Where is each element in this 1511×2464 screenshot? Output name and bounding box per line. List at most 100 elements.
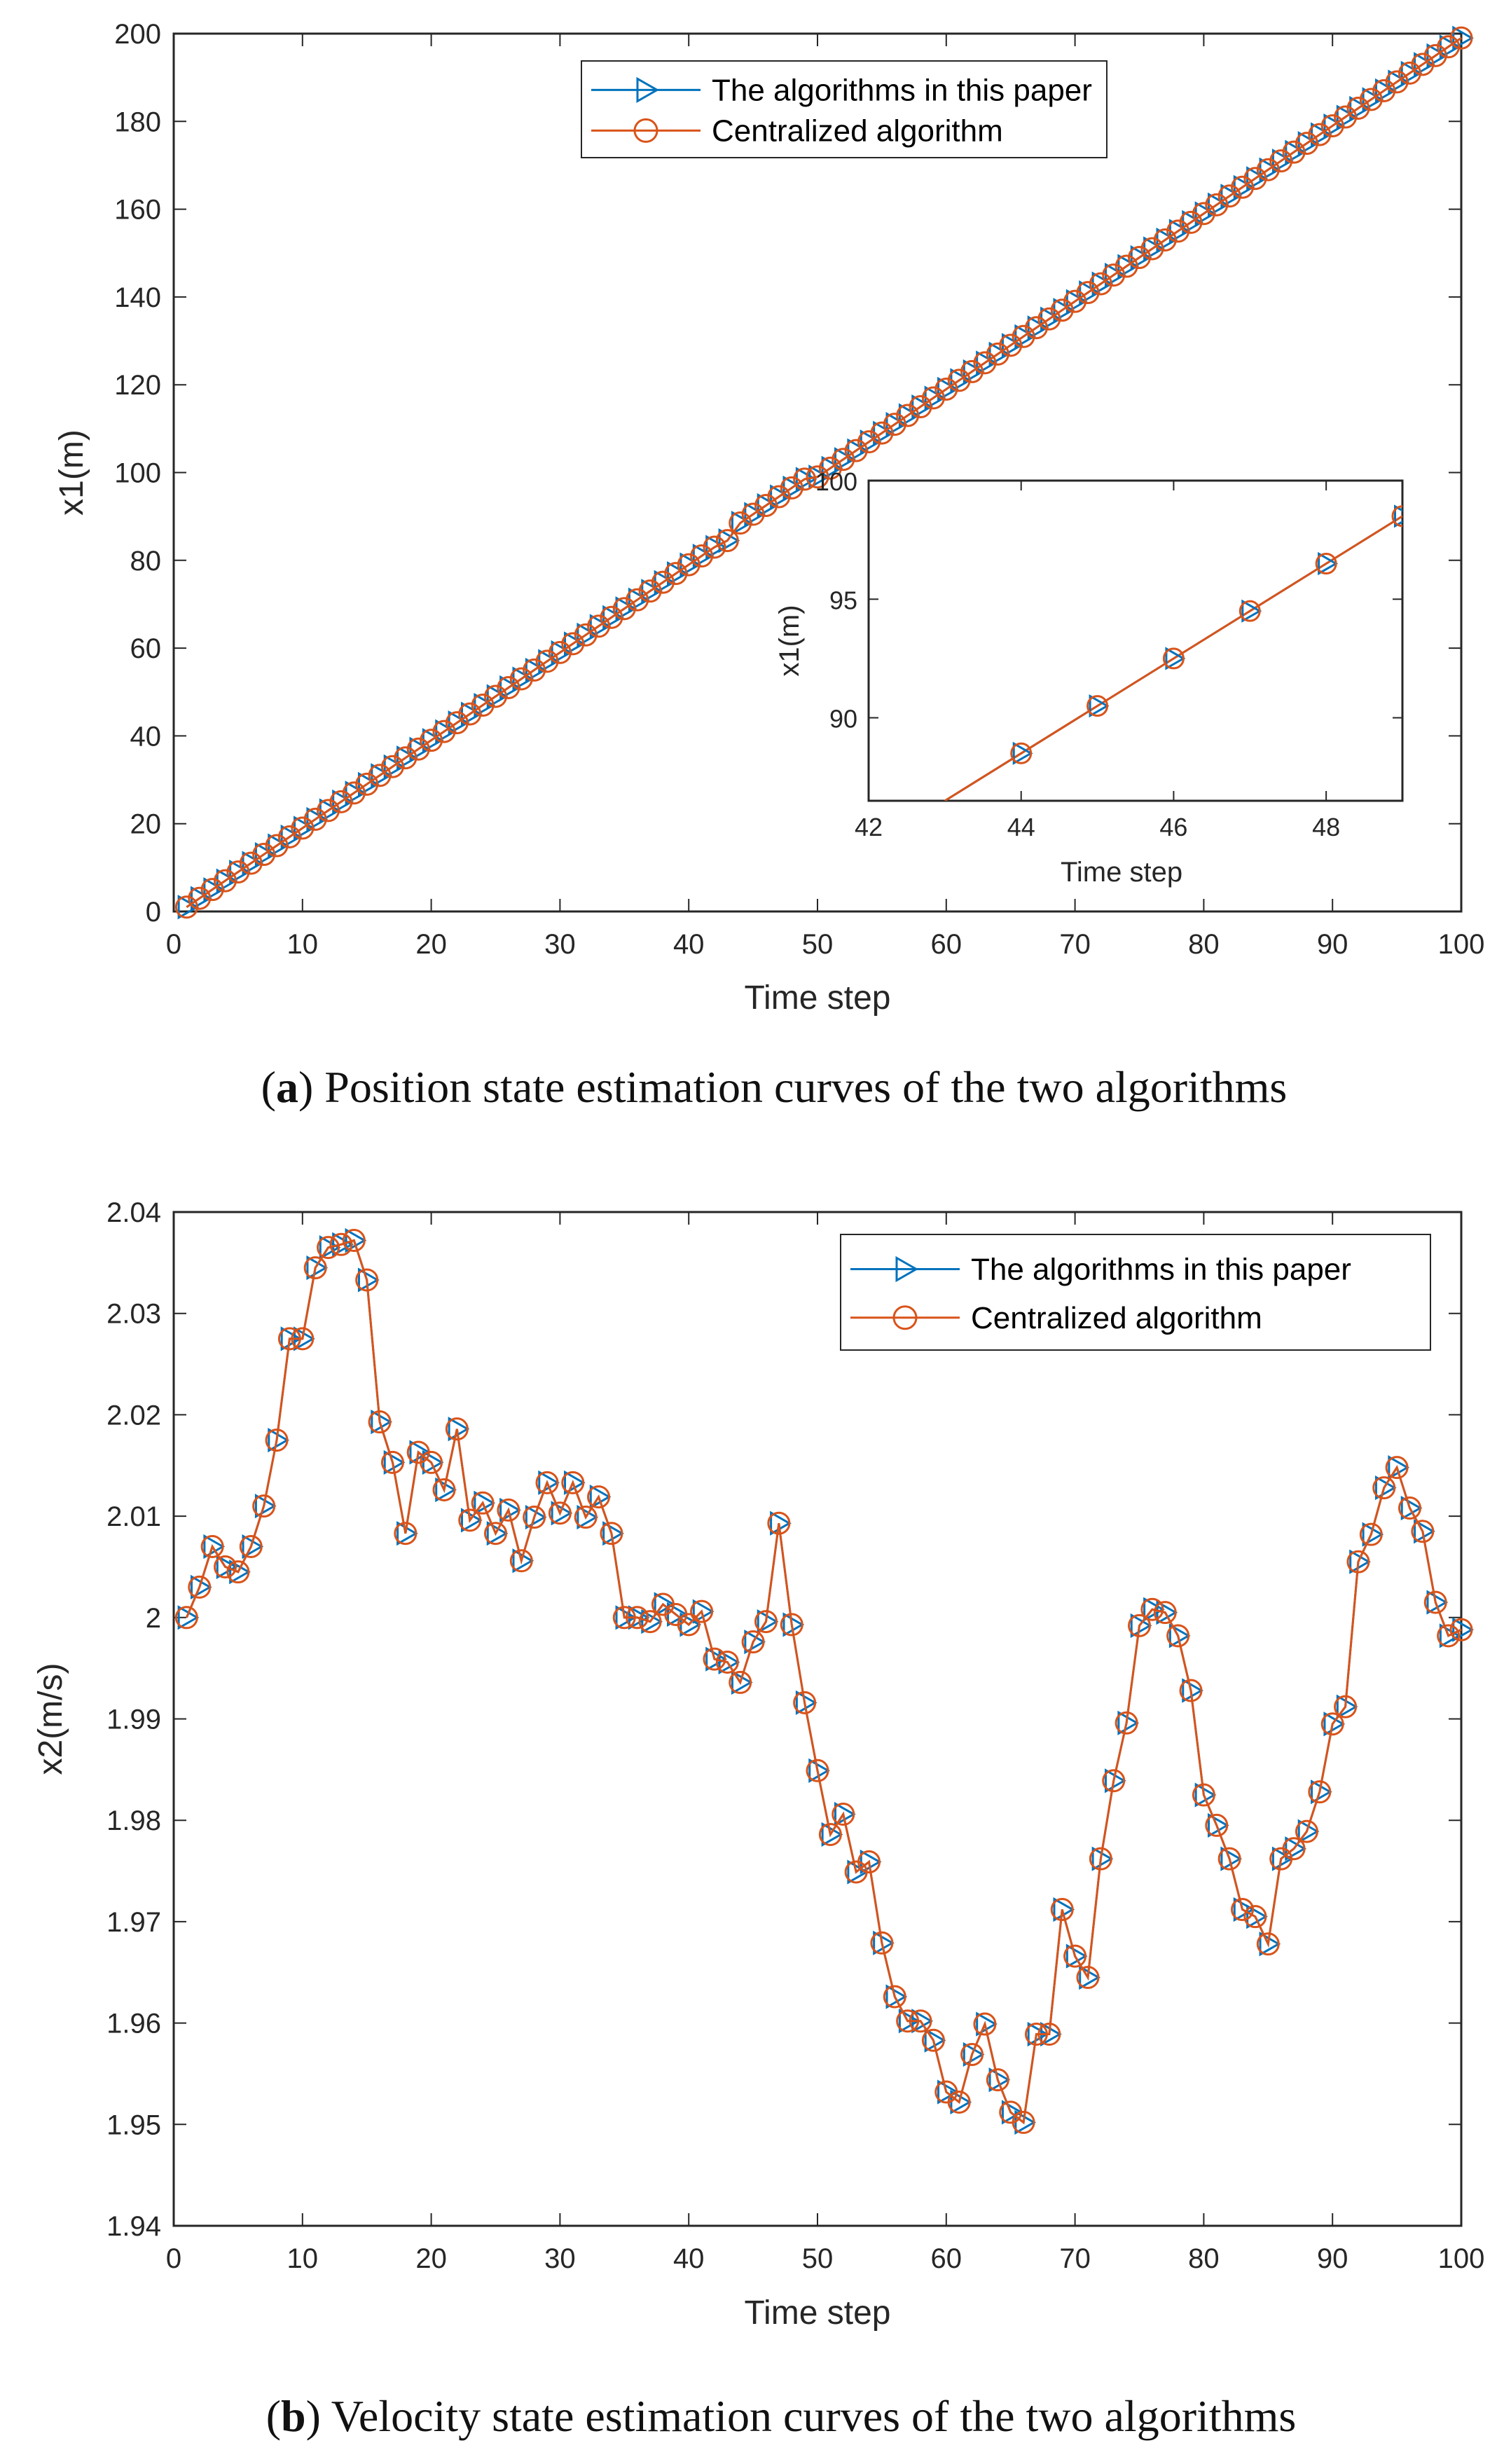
- b-triangle-point: [615, 1605, 637, 1630]
- b-circle-point: [870, 1931, 894, 1955]
- a-ytick-label: 20: [130, 809, 162, 840]
- b-circle-point: [1359, 1522, 1383, 1546]
- a-circle-point: [432, 720, 456, 743]
- b-circle-point: [1153, 1601, 1177, 1625]
- b-circle-point: [368, 1410, 392, 1434]
- b-circle-point: [1308, 1780, 1332, 1804]
- legend-b: The algorithms in this paper Centralized…: [840, 1234, 1431, 1351]
- b-triangle-point: [280, 1326, 303, 1351]
- b-triangle-point: [332, 1232, 354, 1257]
- inset-circle-point: [1086, 695, 1109, 717]
- a-circle-point: [1398, 61, 1421, 85]
- inset-axes: 42 44 46 48 90 95 100: [815, 467, 1402, 841]
- a-circle-point: [973, 351, 997, 375]
- b-circle-point: [677, 1613, 701, 1637]
- inset-line-orange: [944, 515, 1402, 801]
- inset-circle-point: [1391, 505, 1402, 528]
- b-circle-point: [986, 2068, 1009, 2092]
- a-circle-point: [626, 588, 649, 612]
- a-circle-point: [999, 333, 1023, 357]
- b-triangle-point: [821, 1822, 843, 1847]
- a-circle-point: [1231, 175, 1255, 199]
- b-circle-point: [600, 1522, 623, 1546]
- b-triangle-point: [744, 1629, 766, 1655]
- a-circle-point: [844, 439, 868, 462]
- a-circle-point: [548, 640, 572, 664]
- b-triangle-point: [1439, 1623, 1461, 1649]
- caption-a-letter: a: [276, 1062, 298, 1112]
- a-circle-point: [574, 623, 598, 647]
- a-circle-point: [1449, 26, 1473, 50]
- b-circle-point: [188, 1575, 212, 1599]
- b-triangle-point: [898, 2009, 920, 2034]
- b-ytick-label: 2.04: [106, 1197, 161, 1228]
- a-circle-point: [1423, 43, 1447, 67]
- b-xtick-label: 20: [415, 2243, 447, 2274]
- a-circle-point: [458, 702, 482, 726]
- b-circle-point: [638, 1610, 662, 1634]
- b-ytick-label: 2.02: [106, 1400, 161, 1431]
- b-circle-point: [303, 1256, 327, 1280]
- b-circle-point: [832, 1803, 855, 1826]
- a-circle-point: [909, 395, 932, 419]
- a-circle-point: [934, 377, 958, 401]
- a-circle-point: [1411, 53, 1435, 76]
- b-circle-point: [1102, 1769, 1126, 1793]
- b-xtick-label: 100: [1438, 2243, 1485, 2274]
- b-triangle-point: [577, 1504, 599, 1530]
- b-circle-point: [317, 1236, 340, 1260]
- a-circle-point: [1063, 289, 1087, 313]
- b-circle-point: [342, 1229, 366, 1253]
- b-xtick-label: 60: [931, 2243, 963, 2274]
- b-circle-point: [1050, 1898, 1074, 1922]
- a-circle-point: [1153, 228, 1177, 252]
- a-circle-point: [921, 386, 945, 410]
- legend-marker-triangle-a: [636, 76, 660, 103]
- caption-b-letter: b: [281, 2391, 306, 2441]
- b-triangle-point: [1374, 1475, 1397, 1501]
- a-circle-point: [265, 834, 289, 858]
- b-circle-point: [1192, 1783, 1215, 1807]
- b-circle-point: [291, 1327, 315, 1351]
- a-line-orange: [186, 37, 1462, 908]
- x-axis-label-b: Time step: [745, 2294, 891, 2332]
- inset-plot-area: [867, 479, 1404, 802]
- a-circle-point: [870, 421, 894, 445]
- b-circle-point: [1282, 1837, 1306, 1861]
- inset-xtick-label: 44: [1007, 813, 1035, 841]
- b-circle-point: [277, 1327, 301, 1351]
- a-circle-point: [1192, 202, 1215, 226]
- caption-b-text: Velocity state estimation curves of the …: [321, 2391, 1296, 2441]
- a-ytick-label: 0: [146, 897, 161, 928]
- a-ytick-label: 80: [130, 546, 162, 577]
- b-xtick-label: 50: [802, 2243, 834, 2274]
- b-circle-point: [1398, 1496, 1421, 1520]
- b-circle-point: [445, 1417, 469, 1441]
- a-ytick-label: 160: [114, 195, 161, 226]
- b-circle-point: [394, 1522, 418, 1546]
- b-circle-point: [561, 1471, 585, 1494]
- legend-a: The algorithms in this paper Centralized…: [581, 60, 1108, 158]
- b-circle-point: [1217, 1847, 1241, 1871]
- b-triangle-point: [1027, 2021, 1049, 2047]
- b-circle-point: [1063, 1944, 1087, 1968]
- a-circle-point: [1012, 324, 1035, 348]
- a-circle-point: [523, 658, 546, 682]
- b-triangle-point: [705, 1646, 727, 1672]
- b-triangle-point: [1233, 1897, 1255, 1922]
- b-circle-point: [420, 1450, 443, 1474]
- a-circle-point: [1346, 97, 1370, 121]
- b-xtick-label: 80: [1188, 2243, 1220, 2274]
- a-circle-point: [303, 807, 327, 831]
- a-circle-point: [1243, 167, 1267, 191]
- a-circle-point: [277, 825, 301, 848]
- a-circle-point: [1102, 263, 1126, 287]
- inset-circle-point: [1315, 552, 1337, 574]
- chart-b: 0 10 20 30 40 50 60 70 80 90 100 1.94 1.95 1.96 1.97 1.…: [32, 1197, 1484, 2441]
- a-circle-point: [600, 605, 623, 629]
- b-circle-point: [1449, 1618, 1473, 1641]
- b-circle-point: [1024, 2023, 1048, 2046]
- b-triangle-point: [1130, 1613, 1152, 1638]
- inset-x-axis-label: Time step: [1061, 857, 1182, 888]
- b-triangle-point: [409, 1440, 432, 1465]
